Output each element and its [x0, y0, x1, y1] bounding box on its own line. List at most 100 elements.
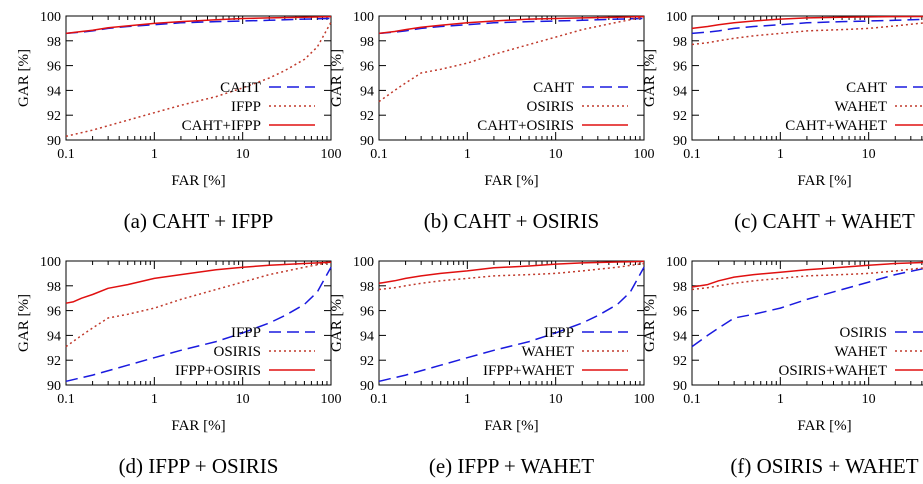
- x-tick-label: 0.1: [370, 392, 388, 407]
- series-line-2: [378, 262, 645, 291]
- x-axis-label: FAR [%]: [484, 173, 538, 189]
- x-tick-label: 0.1: [370, 147, 388, 162]
- x-tick-label: 1: [151, 392, 158, 407]
- legend-label: OSIRIS: [526, 99, 574, 115]
- y-axis-label: GAR [%]: [642, 294, 658, 352]
- legend-label: OSIRIS: [213, 344, 261, 360]
- x-tick-label: 0.1: [57, 147, 75, 162]
- y-tick-label: 98: [360, 280, 374, 295]
- x-tick-label: 10: [236, 147, 250, 162]
- y-tick-label: 100: [353, 255, 374, 270]
- x-tick-label: 1: [464, 392, 471, 407]
- plot-frame: [691, 260, 923, 386]
- y-tick-label: 94: [673, 329, 687, 344]
- y-axis-label: GAR [%]: [16, 49, 32, 107]
- legend-label: CAHT+IFPP: [182, 118, 261, 134]
- x-axis-label: FAR [%]: [797, 418, 851, 434]
- y-tick-label: 90: [360, 379, 374, 394]
- y-axis-label: GAR [%]: [329, 49, 345, 107]
- y-tick-label: 98: [47, 35, 61, 50]
- legend-label: CAHT: [846, 80, 887, 96]
- x-axis-label: FAR [%]: [171, 173, 225, 189]
- x-tick-label: 100: [634, 147, 655, 162]
- series-line-2: [378, 16, 645, 103]
- y-tick-label: 98: [360, 35, 374, 50]
- legend-label: IFPP: [231, 99, 261, 115]
- x-tick-label: 10: [236, 392, 250, 407]
- y-tick-label: 100: [353, 10, 374, 25]
- y-tick-label: 96: [360, 60, 374, 75]
- y-tick-label: 96: [673, 60, 687, 75]
- series-line-3: [691, 15, 923, 30]
- x-tick-label: 0.1: [683, 392, 701, 407]
- series-line-1: [65, 266, 332, 383]
- legend-label: IFPP+OSIRIS: [175, 363, 261, 379]
- series-line-2: [691, 267, 923, 291]
- x-tick-label: 10: [549, 147, 563, 162]
- x-tick-label: 10: [862, 392, 876, 407]
- series-line-3: [65, 15, 332, 35]
- y-tick-label: 96: [47, 305, 61, 320]
- y-tick-label: 100: [40, 255, 61, 270]
- y-tick-label: 98: [673, 35, 687, 50]
- y-tick-label: 98: [673, 280, 687, 295]
- x-axis-label: FAR [%]: [484, 418, 538, 434]
- chart-caption: (b) CAHT + OSIRIS: [424, 209, 599, 233]
- x-tick-label: 0.1: [683, 147, 701, 162]
- series-line-1: [378, 17, 645, 35]
- plot-frame: [691, 15, 923, 141]
- y-tick-label: 100: [666, 10, 687, 25]
- legend-label: OSIRIS+WAHET: [779, 363, 887, 379]
- series-line-2: [691, 22, 923, 46]
- x-tick-label: 1: [151, 147, 158, 162]
- plot-frame: [378, 260, 645, 386]
- y-tick-label: 94: [47, 329, 61, 344]
- y-tick-label: 94: [673, 84, 687, 99]
- legend-label: WAHET: [835, 99, 888, 115]
- series-line-3: [691, 261, 923, 288]
- y-tick-label: 92: [47, 109, 61, 124]
- legend-label: CAHT: [220, 80, 261, 96]
- plot-frame: [378, 15, 645, 141]
- legend-label: CAHT: [533, 80, 574, 96]
- legend-label: IFPP: [544, 325, 574, 341]
- y-tick-label: 94: [360, 84, 374, 99]
- y-tick-label: 90: [673, 134, 687, 149]
- x-tick-label: 1: [777, 392, 784, 407]
- series-line-1: [378, 266, 645, 383]
- y-tick-label: 94: [47, 84, 61, 99]
- legend-label: CAHT+WAHET: [785, 118, 887, 134]
- y-tick-label: 92: [47, 354, 61, 369]
- x-tick-label: 1: [464, 147, 471, 162]
- y-tick-label: 92: [673, 109, 687, 124]
- series-line-1: [691, 267, 923, 348]
- y-tick-label: 96: [47, 60, 61, 75]
- series-line-1: [691, 18, 923, 35]
- legend-label: CAHT+OSIRIS: [477, 118, 574, 134]
- series-line-3: [65, 261, 332, 304]
- x-tick-label: 10: [549, 392, 563, 407]
- x-tick-label: 100: [321, 147, 342, 162]
- chart-caption: (c) CAHT + WAHET: [734, 209, 915, 233]
- y-tick-label: 92: [360, 109, 374, 124]
- legend-label: IFPP+WAHET: [483, 363, 574, 379]
- y-tick-label: 92: [360, 354, 374, 369]
- plot-frame: [65, 260, 332, 386]
- y-tick-label: 96: [673, 305, 687, 320]
- series-line-3: [378, 260, 645, 285]
- series-line-2: [65, 261, 332, 348]
- x-axis-label: FAR [%]: [797, 173, 851, 189]
- plot-frame: [65, 15, 332, 141]
- y-tick-label: 100: [40, 10, 61, 25]
- y-tick-label: 100: [666, 255, 687, 270]
- legend-label: WAHET: [835, 344, 888, 360]
- x-tick-label: 100: [321, 392, 342, 407]
- y-tick-label: 96: [360, 305, 374, 320]
- x-axis-label: FAR [%]: [171, 418, 225, 434]
